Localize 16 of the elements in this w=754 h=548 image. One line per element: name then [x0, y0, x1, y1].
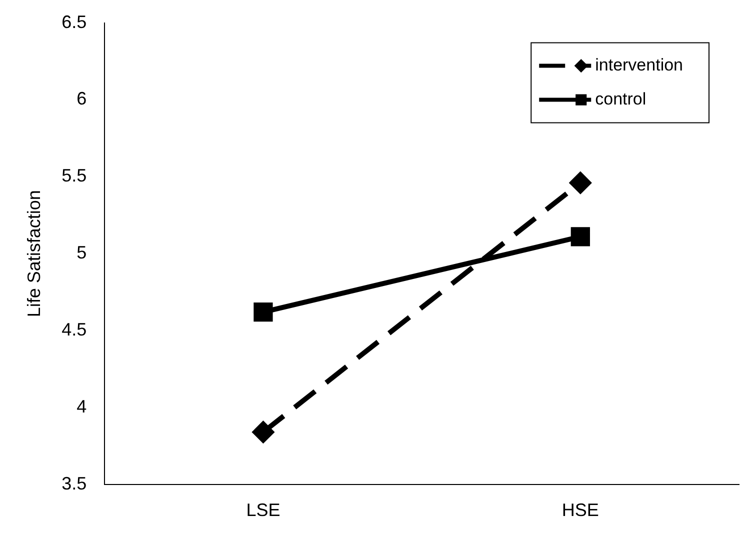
y-tick-label: 3.5 — [62, 473, 87, 494]
point — [252, 422, 274, 443]
y-tick-label: 6.5 — [62, 12, 87, 32]
y-tick-label: 4.5 — [62, 320, 87, 340]
y-tick-label: 4 — [76, 396, 87, 416]
legend-label: control — [595, 89, 646, 108]
x-tick-label: LSE — [246, 500, 280, 520]
x-tick-label: HSE — [562, 500, 599, 520]
point — [254, 302, 273, 322]
point — [570, 227, 590, 246]
legend-label: intervention — [595, 55, 683, 74]
y-tick-label: 5 — [76, 242, 87, 263]
y-tick-label: 6 — [76, 88, 87, 109]
point — [570, 172, 591, 194]
y-tick-label: 5.5 — [62, 166, 87, 186]
y-axis-title: Life Satisfaction — [24, 190, 44, 318]
